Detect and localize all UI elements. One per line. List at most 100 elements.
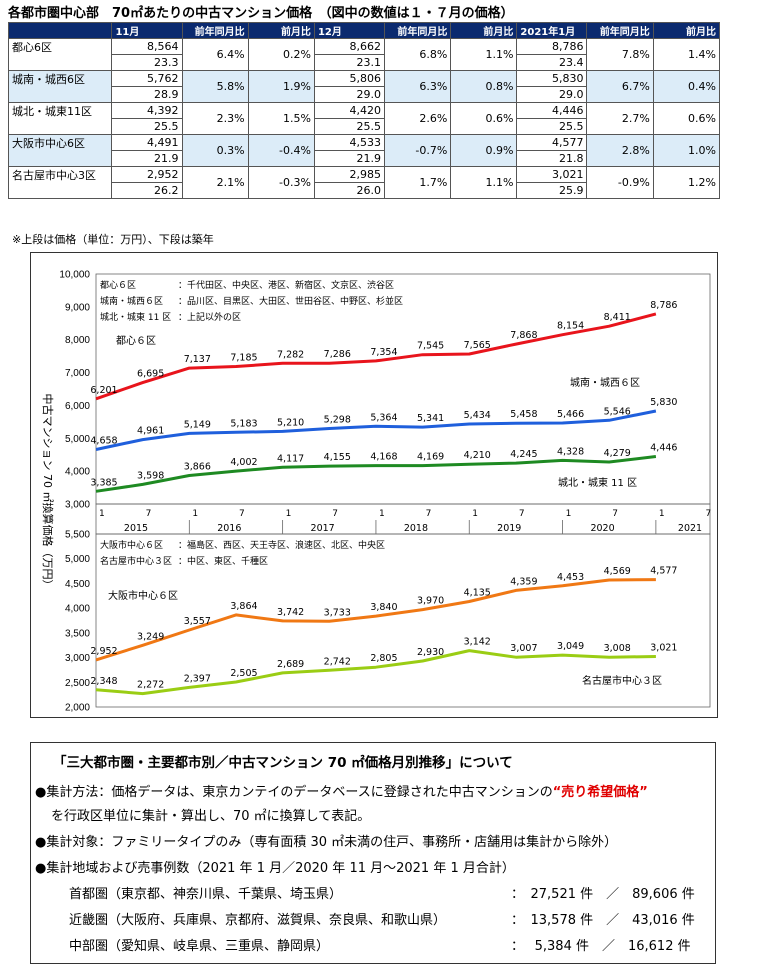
data-label: 7,286 bbox=[324, 349, 351, 360]
x-tick-label: 7 bbox=[706, 509, 712, 519]
yoy-cell: 2.7% bbox=[586, 102, 654, 135]
data-label: 3,008 bbox=[604, 643, 631, 654]
year-label: 2015 bbox=[124, 523, 148, 534]
price-cell: 5,806 bbox=[313, 70, 386, 87]
data-label: 3,840 bbox=[370, 602, 397, 613]
yoy-cell: 6.8% bbox=[383, 38, 452, 71]
data-label: 7,185 bbox=[230, 352, 257, 363]
data-label: 7,545 bbox=[417, 341, 444, 352]
data-label: 2,930 bbox=[417, 647, 444, 658]
price-cell: 5,830 bbox=[516, 70, 588, 87]
data-label: 2,397 bbox=[184, 673, 211, 684]
page-title: 各都市圏中心部 70㎡あたりの中古マンション価格 （図中の数値は１・７月の価格） bbox=[8, 6, 514, 21]
table-row: 大阪市中心6区 4,491 0.3% -0.4% 4,533 -0.7% 0.9% 4,577… bbox=[7, 134, 721, 167]
data-label: 4,245 bbox=[510, 449, 537, 460]
price-cell: 8,786 bbox=[516, 38, 588, 55]
table-header-row: 11月 前年同月比 前月比 12月 前年同月比 前月比 2021年1月 前年同月… bbox=[7, 22, 721, 39]
data-label: 5,546 bbox=[604, 406, 631, 417]
x-tick-label: 1 bbox=[566, 509, 572, 519]
data-label: 3,598 bbox=[137, 470, 164, 481]
y-tick-label: 6,000 bbox=[65, 401, 90, 412]
data-label: 4,210 bbox=[464, 450, 491, 461]
data-label: 5,341 bbox=[417, 413, 444, 424]
legend-name: 城南・城西６区 bbox=[100, 295, 163, 307]
table-header-month: 11月 bbox=[111, 22, 183, 39]
yoy-cell: 6.3% bbox=[383, 70, 452, 103]
info-method: ●集計方法：価格データは、東京カンテイのデータベースに登録された中古マンションの… bbox=[35, 781, 648, 800]
data-label: 4,453 bbox=[557, 572, 584, 583]
yoy-cell: 2.8% bbox=[586, 134, 654, 167]
yoy-cell: 6.4% bbox=[181, 38, 249, 71]
price-cell: 4,420 bbox=[313, 102, 386, 119]
data-label: 4,168 bbox=[370, 452, 397, 463]
y-tick-label: 5,500 bbox=[65, 530, 90, 541]
data-label: 4,569 bbox=[604, 566, 631, 577]
y-tick-label: 9,000 bbox=[65, 302, 90, 313]
row-name: 城北・城東11区 bbox=[7, 102, 113, 135]
row-name: 都心6区 bbox=[7, 38, 113, 71]
mom-cell: 0.6% bbox=[652, 102, 721, 135]
data-label: 5,830 bbox=[650, 397, 677, 408]
data-label: 3,864 bbox=[230, 601, 257, 612]
mom-cell: 0.6% bbox=[450, 102, 518, 135]
legend-name: 城北・城東 11 区 bbox=[100, 311, 171, 323]
table-header-month: 2021年1月 bbox=[516, 22, 588, 39]
info-box: 「三大都市圏・主要都市別／中古マンション 70 ㎡価格月別推移」について ●集計… bbox=[30, 742, 716, 964]
table-header-mom: 前月比 bbox=[652, 22, 721, 39]
price-cell: 5,762 bbox=[111, 70, 183, 87]
data-label: 4,155 bbox=[324, 452, 351, 463]
y-tick-label: 2,500 bbox=[65, 678, 90, 689]
year-label: 2017 bbox=[311, 523, 335, 534]
year-label: 2021 bbox=[678, 523, 702, 534]
row-name: 城南・城西6区 bbox=[7, 70, 113, 103]
data-label: 3,007 bbox=[510, 643, 537, 654]
info-heading: 「三大都市圏・主要都市別／中古マンション 70 ㎡価格月別推移」について bbox=[53, 755, 513, 771]
data-label: 5,466 bbox=[557, 409, 584, 420]
region-counts: ： 27,521 件 ／ 89,606 件 bbox=[511, 887, 695, 902]
x-tick-label: 7 bbox=[146, 509, 152, 519]
age-cell: 26.2 bbox=[111, 182, 183, 199]
region-counts: ： 5,384 件 ／ 16,612 件 bbox=[511, 939, 691, 954]
price-cell: 4,533 bbox=[313, 134, 386, 151]
mom-cell: 1.5% bbox=[247, 102, 315, 135]
table-note: ※上段は価格（単位：万円）、下段は築年 bbox=[12, 233, 214, 246]
age-cell: 25.5 bbox=[313, 118, 386, 135]
legend-desc: ：千代田区、中央区、港区、新宿区、文京区、渋谷区 bbox=[178, 279, 394, 291]
data-label: 5,298 bbox=[324, 414, 351, 425]
legend-desc: ：中区、東区、千種区 bbox=[178, 555, 268, 567]
table-header-mom: 前月比 bbox=[450, 22, 518, 39]
series-line bbox=[95, 455, 657, 493]
x-tick-label: 1 bbox=[379, 509, 385, 519]
data-label: 4,117 bbox=[277, 453, 304, 464]
region-name: 首都圏（東京都、神奈川県、千葉県、埼玉県） bbox=[69, 887, 343, 902]
age-cell: 25.5 bbox=[516, 118, 588, 135]
data-label: 7,565 bbox=[464, 340, 491, 351]
data-label: 4,961 bbox=[137, 426, 164, 437]
data-label: 2,742 bbox=[324, 656, 351, 667]
mom-cell: -0.3% bbox=[247, 166, 315, 199]
mom-cell: 1.2% bbox=[652, 166, 721, 199]
table-header-blank bbox=[7, 22, 113, 39]
table-row: 都心6区 8,564 6.4% 0.2% 8,662 6.8% 1.1% 8,786 7.8% 1… bbox=[7, 38, 721, 71]
y-tick-label: 3,000 bbox=[65, 500, 90, 511]
y-tick-label: 3,500 bbox=[65, 628, 90, 639]
year-label: 2016 bbox=[217, 523, 241, 534]
data-label: 3,021 bbox=[650, 643, 677, 654]
plot-area bbox=[95, 533, 711, 708]
year-label: 2019 bbox=[497, 523, 521, 534]
info-area: ●集計地域および売事例数（2021 年 1 月／2020 年 11 月～2021… bbox=[35, 861, 515, 876]
price-cell: 4,577 bbox=[516, 134, 588, 151]
info-method-text: ●集計方法：価格データは、東京カンテイのデータベースに登録された中古マンションの bbox=[35, 785, 553, 800]
x-tick-label: 7 bbox=[239, 509, 245, 519]
data-label: 3,142 bbox=[464, 637, 491, 648]
y-tick-label: 4,500 bbox=[65, 579, 90, 590]
data-label: 5,149 bbox=[184, 419, 211, 430]
mom-cell: 0.2% bbox=[247, 38, 315, 71]
yoy-cell: 5.8% bbox=[181, 70, 249, 103]
price-cell: 8,564 bbox=[111, 38, 183, 55]
data-label: 2,805 bbox=[370, 653, 397, 664]
age-cell: 21.8 bbox=[516, 150, 588, 167]
x-tick-label: 1 bbox=[286, 509, 292, 519]
age-cell: 29.0 bbox=[313, 86, 386, 103]
x-tick-label: 7 bbox=[332, 509, 338, 519]
